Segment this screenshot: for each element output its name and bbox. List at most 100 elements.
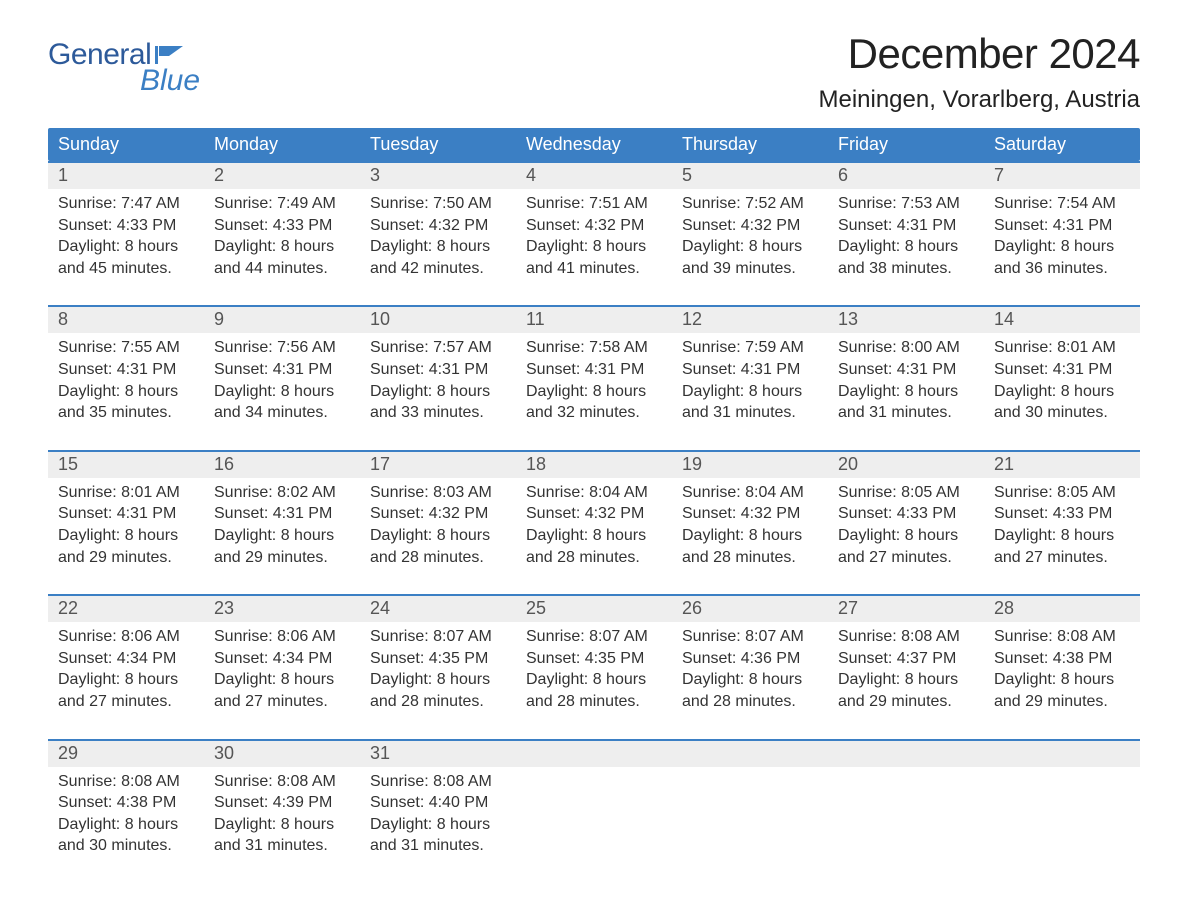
day-cell: Sunrise: 8:05 AMSunset: 4:33 PMDaylight:… [984,478,1140,572]
cell-daylight1: Daylight: 8 hours [682,669,818,691]
cell-daylight2: and 29 minutes. [214,547,350,569]
date-number: 8 [48,307,204,333]
cell-sunset: Sunset: 4:31 PM [214,503,350,525]
cell-daylight1: Daylight: 8 hours [994,669,1130,691]
day-header-thursday: Thursday [672,128,828,161]
date-number: 28 [984,596,1140,622]
day-cell: Sunrise: 7:55 AMSunset: 4:31 PMDaylight:… [48,333,204,427]
date-number: 29 [48,741,204,767]
date-number: 12 [672,307,828,333]
cell-sunrise: Sunrise: 8:08 AM [994,626,1130,648]
cell-daylight1: Daylight: 8 hours [994,236,1130,258]
date-number: 19 [672,452,828,478]
day-cell [516,767,672,861]
date-number: 21 [984,452,1140,478]
cell-sunrise: Sunrise: 8:07 AM [526,626,662,648]
date-number: 3 [360,163,516,189]
cell-daylight2: and 32 minutes. [526,402,662,424]
day-cell: Sunrise: 8:03 AMSunset: 4:32 PMDaylight:… [360,478,516,572]
cell-daylight1: Daylight: 8 hours [214,236,350,258]
cell-sunset: Sunset: 4:33 PM [214,215,350,237]
day-cell: Sunrise: 7:54 AMSunset: 4:31 PMDaylight:… [984,189,1140,283]
cell-sunset: Sunset: 4:32 PM [682,215,818,237]
date-number: 16 [204,452,360,478]
day-cell: Sunrise: 8:08 AMSunset: 4:38 PMDaylight:… [984,622,1140,716]
week-row: 891011121314Sunrise: 7:55 AMSunset: 4:31… [48,305,1140,427]
date-number: 10 [360,307,516,333]
cell-daylight1: Daylight: 8 hours [58,236,194,258]
day-header-friday: Friday [828,128,984,161]
content-row: Sunrise: 8:08 AMSunset: 4:38 PMDaylight:… [48,767,1140,861]
cell-sunrise: Sunrise: 8:04 AM [682,482,818,504]
day-cell: Sunrise: 8:08 AMSunset: 4:38 PMDaylight:… [48,767,204,861]
day-cell: Sunrise: 8:04 AMSunset: 4:32 PMDaylight:… [672,478,828,572]
cell-sunrise: Sunrise: 7:47 AM [58,193,194,215]
date-number: 1 [48,163,204,189]
day-cell: Sunrise: 7:47 AMSunset: 4:33 PMDaylight:… [48,189,204,283]
day-cell: Sunrise: 8:06 AMSunset: 4:34 PMDaylight:… [204,622,360,716]
cell-sunset: Sunset: 4:38 PM [994,648,1130,670]
content-row: Sunrise: 7:55 AMSunset: 4:31 PMDaylight:… [48,333,1140,427]
page-title: December 2024 [818,30,1140,78]
day-cell: Sunrise: 7:58 AMSunset: 4:31 PMDaylight:… [516,333,672,427]
day-header-tuesday: Tuesday [360,128,516,161]
week-row: 293031Sunrise: 8:08 AMSunset: 4:38 PMDay… [48,739,1140,861]
cell-sunset: Sunset: 4:32 PM [682,503,818,525]
cell-daylight2: and 29 minutes. [838,691,974,713]
day-cell: Sunrise: 7:57 AMSunset: 4:31 PMDaylight:… [360,333,516,427]
cell-sunset: Sunset: 4:33 PM [994,503,1130,525]
cell-sunset: Sunset: 4:38 PM [58,792,194,814]
date-number [828,741,984,767]
cell-sunrise: Sunrise: 7:56 AM [214,337,350,359]
week-row: 1234567Sunrise: 7:47 AMSunset: 4:33 PMDa… [48,161,1140,283]
day-cell: Sunrise: 8:08 AMSunset: 4:40 PMDaylight:… [360,767,516,861]
date-row: 891011121314 [48,307,1140,333]
cell-sunset: Sunset: 4:36 PM [682,648,818,670]
cell-sunrise: Sunrise: 7:51 AM [526,193,662,215]
cell-daylight1: Daylight: 8 hours [370,381,506,403]
date-number: 17 [360,452,516,478]
cell-daylight2: and 44 minutes. [214,258,350,280]
content-row: Sunrise: 7:47 AMSunset: 4:33 PMDaylight:… [48,189,1140,283]
cell-daylight2: and 30 minutes. [58,835,194,857]
day-cell: Sunrise: 8:02 AMSunset: 4:31 PMDaylight:… [204,478,360,572]
cell-daylight2: and 38 minutes. [838,258,974,280]
cell-sunset: Sunset: 4:33 PM [838,503,974,525]
date-number: 27 [828,596,984,622]
date-number: 22 [48,596,204,622]
cell-daylight2: and 27 minutes. [58,691,194,713]
cell-sunset: Sunset: 4:37 PM [838,648,974,670]
cell-daylight2: and 28 minutes. [370,691,506,713]
cell-daylight1: Daylight: 8 hours [214,381,350,403]
cell-daylight1: Daylight: 8 hours [58,525,194,547]
cell-daylight1: Daylight: 8 hours [58,381,194,403]
date-number: 13 [828,307,984,333]
day-header-row: Sunday Monday Tuesday Wednesday Thursday… [48,128,1140,161]
cell-daylight1: Daylight: 8 hours [58,669,194,691]
cell-sunrise: Sunrise: 8:07 AM [682,626,818,648]
day-cell: Sunrise: 7:52 AMSunset: 4:32 PMDaylight:… [672,189,828,283]
date-number: 15 [48,452,204,478]
location-subtitle: Meiningen, Vorarlberg, Austria [818,86,1140,114]
cell-daylight1: Daylight: 8 hours [526,669,662,691]
cell-daylight2: and 35 minutes. [58,402,194,424]
cell-sunset: Sunset: 4:35 PM [370,648,506,670]
cell-daylight2: and 29 minutes. [58,547,194,569]
cell-daylight2: and 28 minutes. [526,547,662,569]
cell-daylight2: and 34 minutes. [214,402,350,424]
cell-sunset: Sunset: 4:32 PM [370,215,506,237]
cell-sunset: Sunset: 4:32 PM [526,215,662,237]
cell-sunset: Sunset: 4:31 PM [838,215,974,237]
cell-daylight1: Daylight: 8 hours [214,669,350,691]
cell-sunrise: Sunrise: 8:06 AM [214,626,350,648]
cell-sunrise: Sunrise: 7:52 AM [682,193,818,215]
cell-sunrise: Sunrise: 7:53 AM [838,193,974,215]
cell-daylight1: Daylight: 8 hours [526,381,662,403]
cell-sunrise: Sunrise: 8:08 AM [838,626,974,648]
cell-daylight1: Daylight: 8 hours [526,236,662,258]
cell-sunset: Sunset: 4:32 PM [526,503,662,525]
date-number [672,741,828,767]
date-row: 22232425262728 [48,596,1140,622]
cell-sunrise: Sunrise: 7:55 AM [58,337,194,359]
day-header-sunday: Sunday [48,128,204,161]
